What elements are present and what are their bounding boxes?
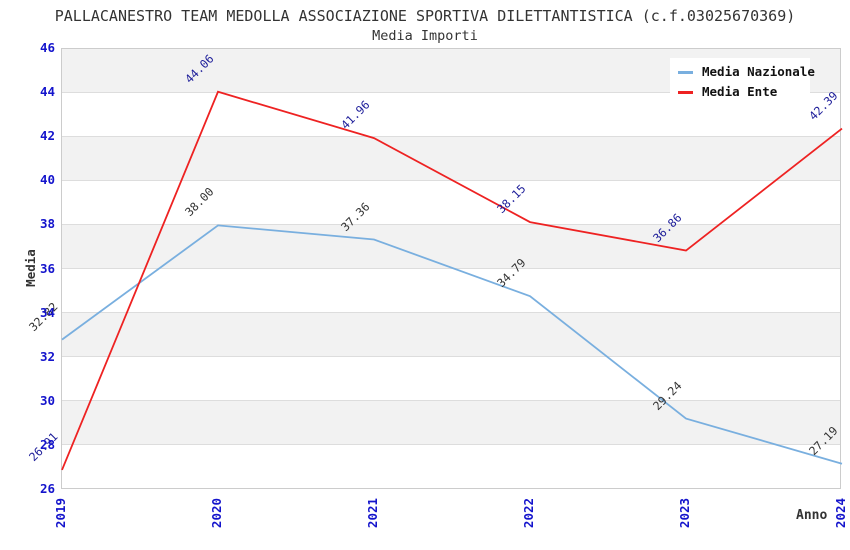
legend-label: Media Ente [702,84,778,99]
series-line-media-ente [61,90,843,471]
legend-line-swatch [678,90,693,94]
y-tick-label: 30 [39,392,55,408]
y-tick-label: 40 [39,172,55,188]
y-tick-label: 26 [39,481,55,496]
legend-item: Media Nazionale [678,65,815,79]
y-tick-label: 46 [39,40,55,55]
plot-area: 32.82 38.00 37.36 34.79 29.24 27.19 26.91 44.06… [26,48,843,489]
legend-line-swatch [678,70,693,74]
plot-band [62,444,840,488]
x-axis-label: Anno [796,508,828,523]
x-tick-label: 2021 [365,497,380,529]
legend: Media Nazionale Media Ente [670,58,815,105]
y-tick-label: 28 [39,436,55,452]
y-tick-label: 32 [39,348,55,364]
series-line-media-nazionale [61,224,843,465]
plot-band [62,312,840,356]
x-tick-label: 2019 [53,497,68,529]
y-tick-label: 36 [39,260,55,276]
y-tick-label: 42 [39,128,55,144]
plot-band [62,268,840,312]
y-tick-label: 34 [39,304,55,320]
y-tick-label: 38 [39,216,55,232]
plot-band [62,400,840,444]
x-tick-label: 2022 [521,497,536,529]
x-tick-label: 2023 [677,497,692,529]
chart-subtitle: Media Importi [372,28,478,44]
plot-band [62,356,840,400]
line-series-svg [61,90,843,471]
y-tick-label: 44 [39,84,55,100]
legend-item: Media Ente [678,85,802,99]
legend-label: Media Nazionale [702,64,815,79]
plot-band [62,136,840,180]
x-tick-label: 2024 [833,497,848,529]
chart-title: PALLACANESTRO TEAM MEDOLLA ASSOCIAZIONE … [54,7,796,25]
x-tick-label: 2020 [209,497,224,529]
